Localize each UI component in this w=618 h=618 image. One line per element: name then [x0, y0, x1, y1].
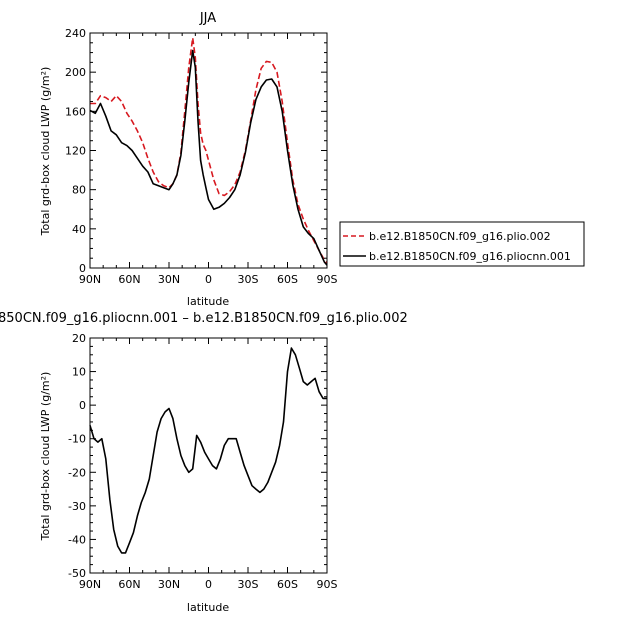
bottom-series-line-0 [89, 347, 327, 554]
top-y-tick-label-6: 240 [65, 27, 86, 40]
bottom-x-tick-label-2: 30N [158, 578, 180, 591]
bottom-y-tick-label-2: -30 [68, 500, 86, 513]
top-plot-frame [89, 32, 328, 269]
top-x-tick-label-2: 30N [158, 273, 180, 286]
bottom-x-tick-label-3: 0 [205, 578, 212, 591]
top-y-tick-label-4: 160 [65, 105, 86, 118]
top-x-tick-label-0: 90N [79, 273, 101, 286]
legend-entry-plio: b.e12.B1850CN.f09_g16.plio.002 [369, 230, 551, 243]
bottom-x-tick-label-5: 60S [277, 578, 298, 591]
top-x-tick-label-5: 60S [277, 273, 298, 286]
bottom-plot-frame [89, 337, 328, 574]
bottom-y-tick-label-6: 10 [72, 366, 86, 379]
bottom-x-tick-label-0: 90N [79, 578, 101, 591]
bottom-y-axis-label: Total grd-box cloud LWP (g/m²) [39, 372, 52, 542]
top-y-tick-label-2: 80 [72, 184, 86, 197]
bottom-plot-area: 90N 60N 30N 0 30S 60S 90S -50 -40 -30 -20 -10 0 10 20 [68, 332, 337, 591]
legend-box [339, 221, 585, 267]
bottom-y-tick-label-7: 20 [72, 332, 86, 345]
top-x-tick-label-3: 0 [205, 273, 212, 286]
bottom-x-tick-label-4: 30S [238, 578, 259, 591]
bottom-y-tick-label-4: -10 [68, 433, 86, 446]
bottom-x-axis-label: latitude [187, 601, 229, 614]
top-chart: JJA 90N 60N 30N 0 30S 60S 90S 0 40 80 120 160 200 240… [39, 11, 338, 308]
bottom-chart: 850CN.f09_g16.pliocnn.001 – b.e12.B1850C… [0, 311, 408, 614]
top-y-tick-label-0: 0 [79, 262, 86, 275]
top-y-tick-label-5: 200 [65, 66, 86, 79]
bottom-y-tick-label-0: -50 [68, 567, 86, 580]
legend-entry-pliocnn: b.e12.B1850CN.f09_g16.pliocnn.001 [369, 250, 571, 263]
bottom-y-tick-label-3: -20 [68, 466, 86, 479]
top-chart-title: JJA [199, 11, 216, 26]
top-y-tick-label-3: 120 [65, 145, 86, 158]
bottom-y-tick-label-1: -40 [68, 533, 86, 546]
top-x-axis-label: latitude [187, 295, 229, 308]
top-plot-area: 90N 60N 30N 0 30S 60S 90S 0 40 80 120 160 200 240 [65, 27, 338, 286]
top-x-tick-label-4: 30S [238, 273, 259, 286]
top-y-tick-label-1: 40 [72, 223, 86, 236]
bottom-y-tick-label-5: 0 [79, 399, 86, 412]
bottom-x-tick-label-1: 60N [118, 578, 140, 591]
top-x-tick-label-6: 90S [317, 273, 338, 286]
top-series-line-1 [89, 49, 328, 266]
bottom-x-tick-label-6: 90S [317, 578, 338, 591]
legend: b.e12.B1850CN.f09_g16.plio.002 b.e12.B18… [339, 221, 585, 267]
bottom-chart-title: 850CN.f09_g16.pliocnn.001 – b.e12.B1850C… [0, 311, 408, 326]
top-x-tick-label-1: 60N [118, 273, 140, 286]
top-series-line-0 [90, 37, 328, 264]
top-y-axis-label: Total grd-box cloud LWP (g/m²) [39, 67, 52, 237]
